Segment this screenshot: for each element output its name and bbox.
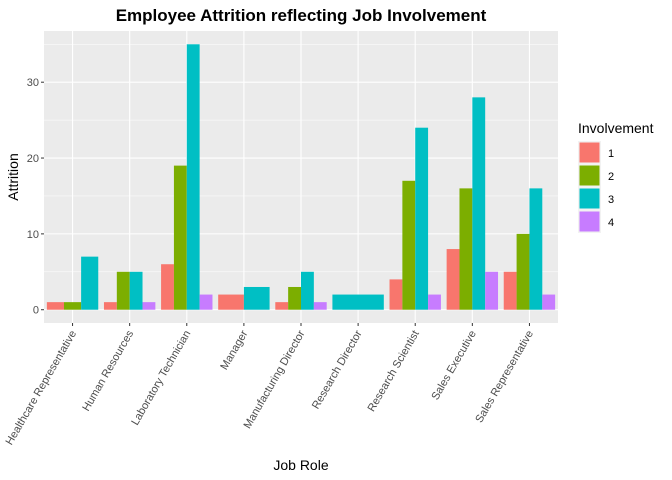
bar-manufacturing-director-involvement-2 [288, 286, 301, 310]
legend-swatch-2 [579, 165, 600, 186]
x-axis: Healthcare Representative Human Resources… [4, 323, 536, 447]
x-tick-label: Healthcare Representative [4, 329, 80, 448]
x-tick-label: Research Director [310, 328, 365, 411]
legend-title: Involvement [578, 120, 654, 136]
legend-swatch-3 [579, 188, 600, 209]
bar-healthcare-representative-involvement-2 [63, 302, 82, 310]
bar-sales-representative-involvement-3 [529, 188, 543, 310]
x-tick-label: Sales Executive [429, 329, 479, 403]
legend-label-4: 4 [608, 217, 614, 229]
bar-laboratory-technician-involvement-4 [199, 294, 213, 310]
bar-sales-representative-involvement-2 [516, 233, 530, 310]
chart-title: Employee Attrition reflecting Job Involv… [116, 6, 487, 25]
y-axis-title: Attrition [5, 153, 21, 200]
bar-manufacturing-director-involvement-1 [275, 302, 289, 310]
bar-human-resources-involvement-1 [103, 302, 117, 310]
bar-research-scientist-involvement-3 [415, 127, 429, 310]
bar-research-scientist-involvement-4 [428, 294, 441, 310]
bar-human-resources-involvement-4 [142, 302, 156, 310]
y-tick-label: 30 [27, 77, 39, 89]
bar-sales-representative-involvement-1 [503, 271, 517, 310]
bars-group [46, 44, 556, 310]
x-tick-label: Manager [218, 328, 250, 372]
legend-label-3: 3 [608, 194, 614, 206]
bar-sales-executive-involvement-1 [446, 249, 460, 310]
bar-laboratory-technician-involvement-2 [173, 165, 187, 310]
bar-research-scientist-involvement-1 [389, 279, 403, 310]
bar-manager-involvement-1 [218, 294, 244, 310]
legend: Involvement 1 2 3 4 [578, 120, 654, 233]
bar-sales-executive-involvement-3 [472, 97, 486, 310]
bar-laboratory-technician-involvement-1 [161, 264, 174, 310]
bar-sales-executive-involvement-2 [459, 188, 473, 310]
bar-research-scientist-involvement-2 [402, 180, 416, 310]
bar-healthcare-representative-involvement-1 [46, 302, 64, 310]
y-tick-label: 0 [33, 305, 39, 317]
legend-label-2: 2 [608, 171, 614, 183]
x-tick-label: Laboratory Technician [129, 329, 193, 428]
legend-swatch-4 [579, 211, 600, 232]
bar-laboratory-technician-involvement-3 [186, 44, 200, 310]
bar-human-resources-involvement-3 [129, 271, 143, 310]
bar-human-resources-involvement-2 [116, 271, 130, 310]
legend-label-1: 1 [608, 148, 614, 160]
bar-sales-representative-involvement-4 [542, 294, 556, 310]
bar-manager-involvement-3 [243, 286, 270, 310]
y-axis: 0 10 20 30 [27, 77, 44, 317]
bar-sales-executive-involvement-4 [485, 271, 499, 310]
x-axis-title: Job Role [273, 457, 328, 473]
bar-manufacturing-director-involvement-3 [301, 271, 314, 310]
y-tick-label: 20 [27, 153, 39, 165]
bar-manufacturing-director-involvement-4 [313, 302, 327, 310]
legend-swatch-1 [579, 142, 600, 163]
bar-healthcare-representative-involvement-3 [81, 256, 99, 310]
x-tick-label: Research Scientist [366, 329, 422, 414]
x-tick-label: Sales Representative [473, 329, 536, 426]
y-tick-label: 10 [27, 229, 39, 241]
x-tick-label: Manufacturing Director [242, 328, 308, 431]
bar-research-director-involvement-3 [332, 294, 384, 310]
x-tick-label: Human Resources [80, 328, 136, 413]
